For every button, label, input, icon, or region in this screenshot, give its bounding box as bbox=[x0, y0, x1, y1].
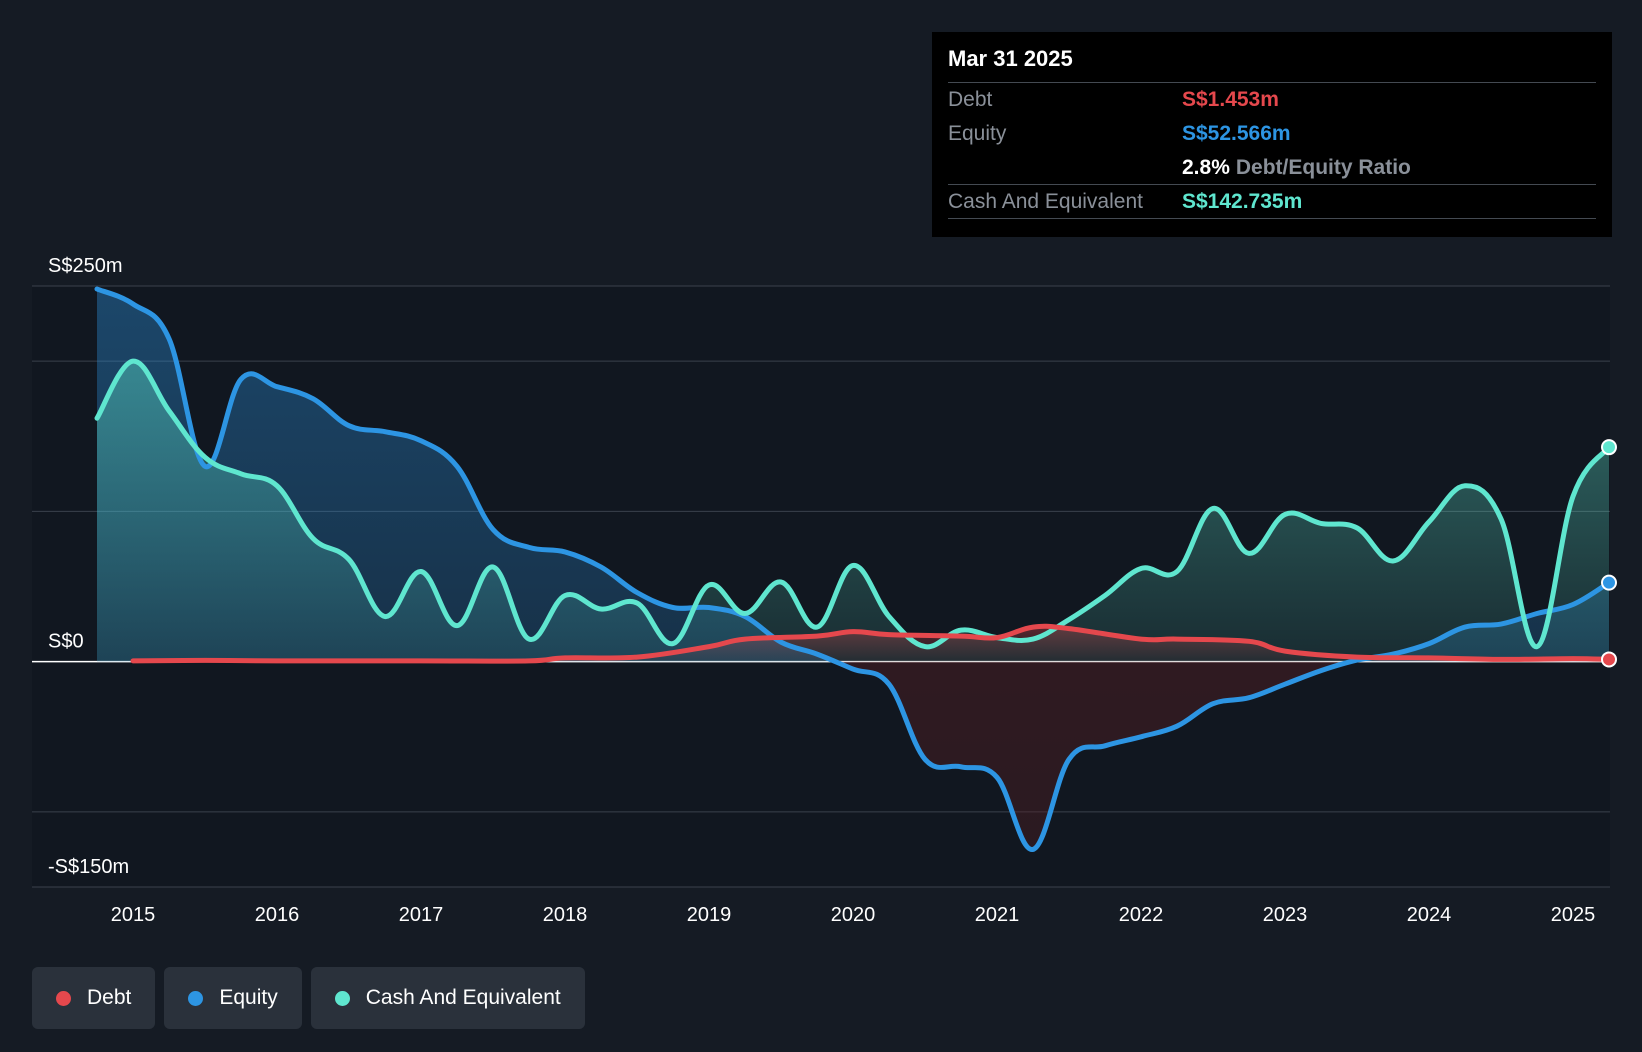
chart-legend: Debt Equity Cash And Equivalent bbox=[32, 967, 585, 1029]
equity-endpoint-marker[interactable] bbox=[1601, 574, 1617, 591]
x-tick-label: 2023 bbox=[1263, 904, 1308, 926]
line-layer bbox=[94, 286, 1617, 852]
x-tick-label: 2019 bbox=[687, 904, 732, 926]
legend-label-cash: Cash And Equivalent bbox=[365, 986, 561, 1009]
tooltip-equity-label: Equity bbox=[948, 122, 1007, 145]
debt-equity-chart: S$250m S$0 -S$150m 2015 2016 2017 2018 2019 2020… bbox=[32, 255, 1617, 926]
tooltip-debt-value: S$1.453m bbox=[1182, 88, 1279, 111]
tooltip-panel: Mar 31 2025 Debt S$1.453m Equity S$52.56… bbox=[932, 32, 1612, 237]
cash-area bbox=[97, 361, 1609, 662]
tooltip-date: Mar 31 2025 bbox=[948, 46, 1073, 71]
tooltip-equity-value: S$52.566m bbox=[1182, 122, 1291, 145]
tooltip-ratio-value: 2.8% bbox=[1182, 156, 1230, 179]
x-tick-label: 2025 bbox=[1551, 904, 1596, 926]
area-layer bbox=[97, 289, 1609, 850]
legend-label-equity: Equity bbox=[219, 986, 278, 1009]
equity-dot-icon bbox=[188, 990, 204, 1006]
tooltip-cash-label: Cash And Equivalent bbox=[948, 190, 1143, 213]
debt-line bbox=[130, 623, 1612, 664]
legend-item-equity[interactable]: Equity bbox=[164, 967, 302, 1029]
axis-layer: S$250m S$0 -S$150m 2015 2016 2017 2018 2019 2020… bbox=[48, 255, 1595, 926]
debt-area bbox=[133, 626, 1609, 662]
x-tick-label: 2020 bbox=[831, 904, 876, 926]
legend-item-debt[interactable]: Debt bbox=[32, 967, 156, 1029]
tooltip-ratio-label: Debt/Equity Ratio bbox=[1235, 156, 1411, 179]
tooltip-row-ratio: 2.8% Debt/Equity Ratio bbox=[948, 150, 1596, 184]
x-tick-label: 2021 bbox=[975, 904, 1020, 926]
y-tick-label: -S$150m bbox=[48, 856, 129, 878]
legend-item-cash[interactable]: Cash And Equivalent bbox=[310, 967, 585, 1029]
tooltip-row-debt: Debt S$1.453m bbox=[948, 82, 1596, 116]
debt-dot-icon bbox=[56, 990, 71, 1006]
cash-dot-icon bbox=[334, 990, 350, 1006]
x-tick-label: 2015 bbox=[111, 904, 156, 926]
equity-line bbox=[94, 286, 1612, 852]
cash-line bbox=[94, 358, 1612, 650]
x-tick-label: 2018 bbox=[543, 904, 588, 926]
equity-negative-area bbox=[835, 661, 1351, 850]
tooltip-debt-label: Debt bbox=[948, 88, 993, 111]
x-tick-label: 2022 bbox=[1119, 904, 1164, 926]
y-tick-label: S$250m bbox=[48, 255, 123, 277]
cash-endpoint-marker[interactable] bbox=[1601, 439, 1617, 456]
tooltip-row-cash: Cash And Equivalent S$142.735m bbox=[948, 184, 1596, 219]
x-tick-label: 2024 bbox=[1407, 904, 1452, 926]
x-tick-label: 2017 bbox=[399, 904, 444, 926]
legend-label-debt: Debt bbox=[87, 986, 132, 1009]
debt-endpoint-marker[interactable] bbox=[1601, 651, 1617, 668]
tooltip-row-equity: Equity S$52.566m bbox=[948, 116, 1596, 150]
tooltip-cash-value: S$142.735m bbox=[1182, 190, 1303, 213]
x-tick-label: 2016 bbox=[255, 904, 300, 926]
y-tick-label: S$0 bbox=[48, 631, 84, 653]
equity-area bbox=[97, 289, 1609, 662]
